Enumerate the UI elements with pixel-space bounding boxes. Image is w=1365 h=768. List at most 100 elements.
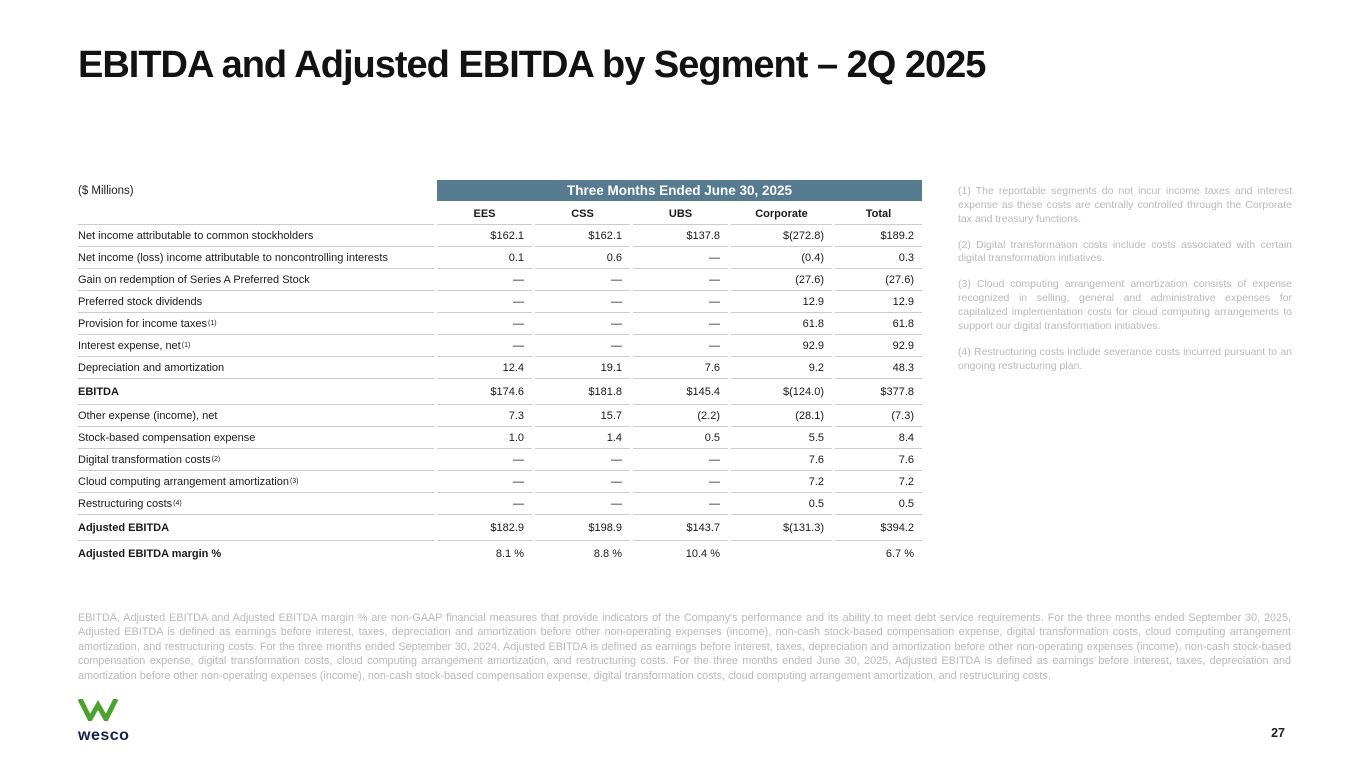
- row-label: Adjusted EBITDA: [78, 515, 434, 541]
- row-label: Stock-based compensation expense: [78, 427, 434, 449]
- row-value: —: [535, 335, 630, 357]
- row-label-text: Adjusted EBITDA: [78, 521, 170, 534]
- row-value: 61.8: [731, 313, 832, 335]
- row-value: 7.2: [731, 471, 832, 493]
- row-label: Preferred stock dividends: [78, 291, 434, 313]
- row-value: 15.7: [535, 405, 630, 427]
- footnote: (3) Cloud computing arrangement amortiza…: [958, 278, 1292, 332]
- column-header-row: EES CSS UBS Corporate Total: [78, 201, 922, 225]
- table-row: Cloud computing arrangement amortization…: [78, 471, 922, 493]
- row-label: EBITDA: [78, 379, 434, 405]
- table-row: Other expense (income), net 7.3 15.7 (2.2)(…: [78, 405, 922, 427]
- row-value: 92.9: [731, 335, 832, 357]
- row-value: 0.5: [731, 493, 832, 515]
- row-value: —: [437, 269, 532, 291]
- row-value: (0.4): [731, 247, 832, 269]
- column-header-corporate: Corporate: [731, 201, 832, 225]
- row-value: 7.2: [835, 471, 922, 493]
- row-value: —: [633, 291, 728, 313]
- row-value: —: [535, 471, 630, 493]
- row-value: 0.1: [437, 247, 532, 269]
- row-value: —: [633, 247, 728, 269]
- row-value: —: [633, 269, 728, 291]
- row-value: 0.6: [535, 247, 630, 269]
- table-row: Depreciation and amortization 12.4 19.1 7.6…: [78, 357, 922, 379]
- table-row: Interest expense, net (1) — — —92.9 92.9: [78, 335, 922, 357]
- row-value: 0.3: [835, 247, 922, 269]
- table-row: Stock-based compensation expense 1.0 1.4 0.…: [78, 427, 922, 449]
- page-number: 27: [1271, 726, 1285, 740]
- row-value: 0.5: [835, 493, 922, 515]
- segment-table: ($ Millions) Three Months Ended June 30,…: [78, 180, 922, 567]
- row-value: $182.9: [437, 515, 532, 541]
- row-label-text: Restructuring costs: [78, 497, 173, 510]
- row-value: 1.4: [535, 427, 630, 449]
- row-value: —: [633, 335, 728, 357]
- row-value: 19.1: [535, 357, 630, 379]
- row-label-text: Interest expense, net: [78, 339, 181, 352]
- row-value: —: [535, 449, 630, 471]
- row-label-text: Depreciation and amortization: [78, 361, 225, 374]
- row-value: 9.2: [731, 357, 832, 379]
- row-value: —: [633, 493, 728, 515]
- row-value: —: [437, 449, 532, 471]
- column-header-total: Total: [835, 201, 922, 225]
- row-value: —: [535, 493, 630, 515]
- row-label: Net income (loss) income attributable to…: [78, 247, 434, 269]
- row-value: $145.4: [633, 379, 728, 405]
- row-value: —: [437, 313, 532, 335]
- row-value: 7.6: [731, 449, 832, 471]
- row-label-text: Stock-based compensation expense: [78, 431, 256, 444]
- table-row: Net income attributable to common stockh…: [78, 225, 922, 247]
- row-label: Interest expense, net (1): [78, 335, 434, 357]
- row-label: Net income attributable to common stockh…: [78, 225, 434, 247]
- row-value: 92.9: [835, 335, 922, 357]
- column-header-ees: EES: [437, 201, 532, 225]
- row-value: $162.1: [437, 225, 532, 247]
- row-label-text: Provision for income taxes: [78, 317, 207, 330]
- row-label-text: Net income (loss) income attributable to…: [78, 251, 388, 264]
- row-value: 10.4 %: [685, 548, 720, 560]
- row-label-text: Other expense (income), net: [78, 409, 218, 422]
- table-row: Preferred stock dividends — — —12.9 12.9: [78, 291, 922, 313]
- table-row: Digital transformation costs (2) — — —7.6 7.6: [78, 449, 922, 471]
- row-label-text: Preferred stock dividends: [78, 295, 203, 308]
- row-value: $377.8: [835, 379, 922, 405]
- table-row: Provision for income taxes (1) — — —61.8 61.8: [78, 313, 922, 335]
- wesco-logo: wesco: [77, 697, 129, 745]
- row-label: Other expense (income), net: [78, 405, 434, 427]
- table-body: Net income attributable to common stockh…: [78, 225, 922, 567]
- row-value: $181.8: [535, 379, 630, 405]
- row-value: 48.3: [835, 357, 922, 379]
- table-row: Adjusted EBITDA $182.9 $198.9 $143.7 $(131.3…: [78, 515, 922, 541]
- row-value: [731, 541, 832, 567]
- units-label: ($ Millions): [78, 185, 134, 197]
- column-header-ubs: UBS: [633, 201, 728, 225]
- row-value: —: [437, 291, 532, 313]
- row-label: Adjusted EBITDA margin %: [78, 541, 434, 567]
- row-value: $(131.3): [731, 515, 832, 541]
- row-label: Provision for income taxes (1): [78, 313, 434, 335]
- footnote: (1) The reportable segments do not incur…: [958, 185, 1292, 225]
- row-value: $(124.0): [731, 379, 832, 405]
- row-label: Digital transformation costs (2): [78, 449, 434, 471]
- row-label-text: Adjusted EBITDA margin %: [78, 548, 222, 560]
- row-value: 7.6: [835, 449, 922, 471]
- row-value: $137.8: [633, 225, 728, 247]
- column-header-spacer: [78, 201, 434, 225]
- row-label-text: EBITDA: [78, 385, 119, 398]
- row-value: 0.5: [633, 427, 728, 449]
- row-value: 12.4: [437, 357, 532, 379]
- row-value: —: [437, 493, 532, 515]
- table-row: Restructuring costs (4) — — —0.5 0.5: [78, 493, 922, 515]
- row-value: 7.6: [633, 357, 728, 379]
- row-value: —: [633, 313, 728, 335]
- row-value: 12.9: [835, 291, 922, 313]
- table-row: Adjusted EBITDA margin % 8.1 % 8.8 % 10.4 %…: [78, 541, 922, 567]
- row-value: 12.9: [731, 291, 832, 313]
- row-value: —: [437, 471, 532, 493]
- footnote: (4) Restructuring costs include severanc…: [958, 345, 1292, 372]
- row-value: 6.7 %: [885, 548, 914, 560]
- row-value: 8.1 %: [495, 548, 524, 560]
